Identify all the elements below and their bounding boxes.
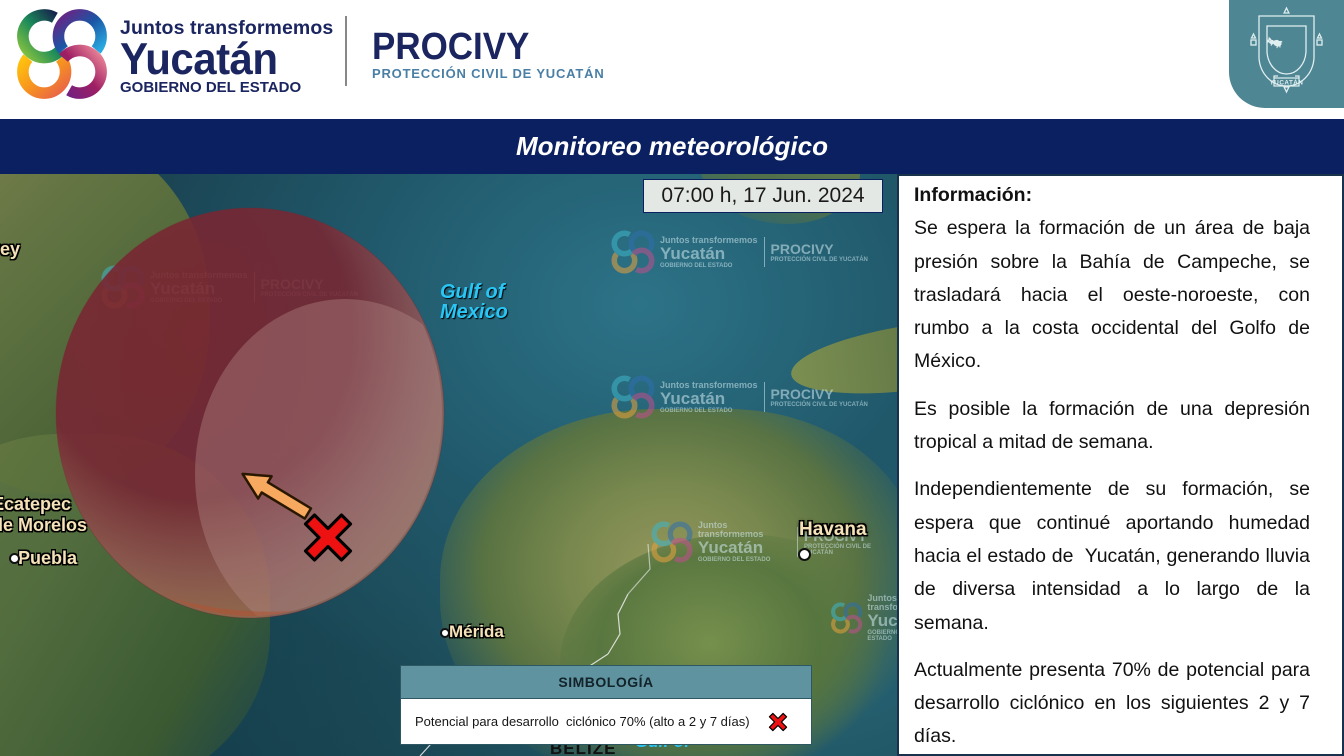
- svg-text:YUCATÁN: YUCATÁN: [1270, 77, 1304, 86]
